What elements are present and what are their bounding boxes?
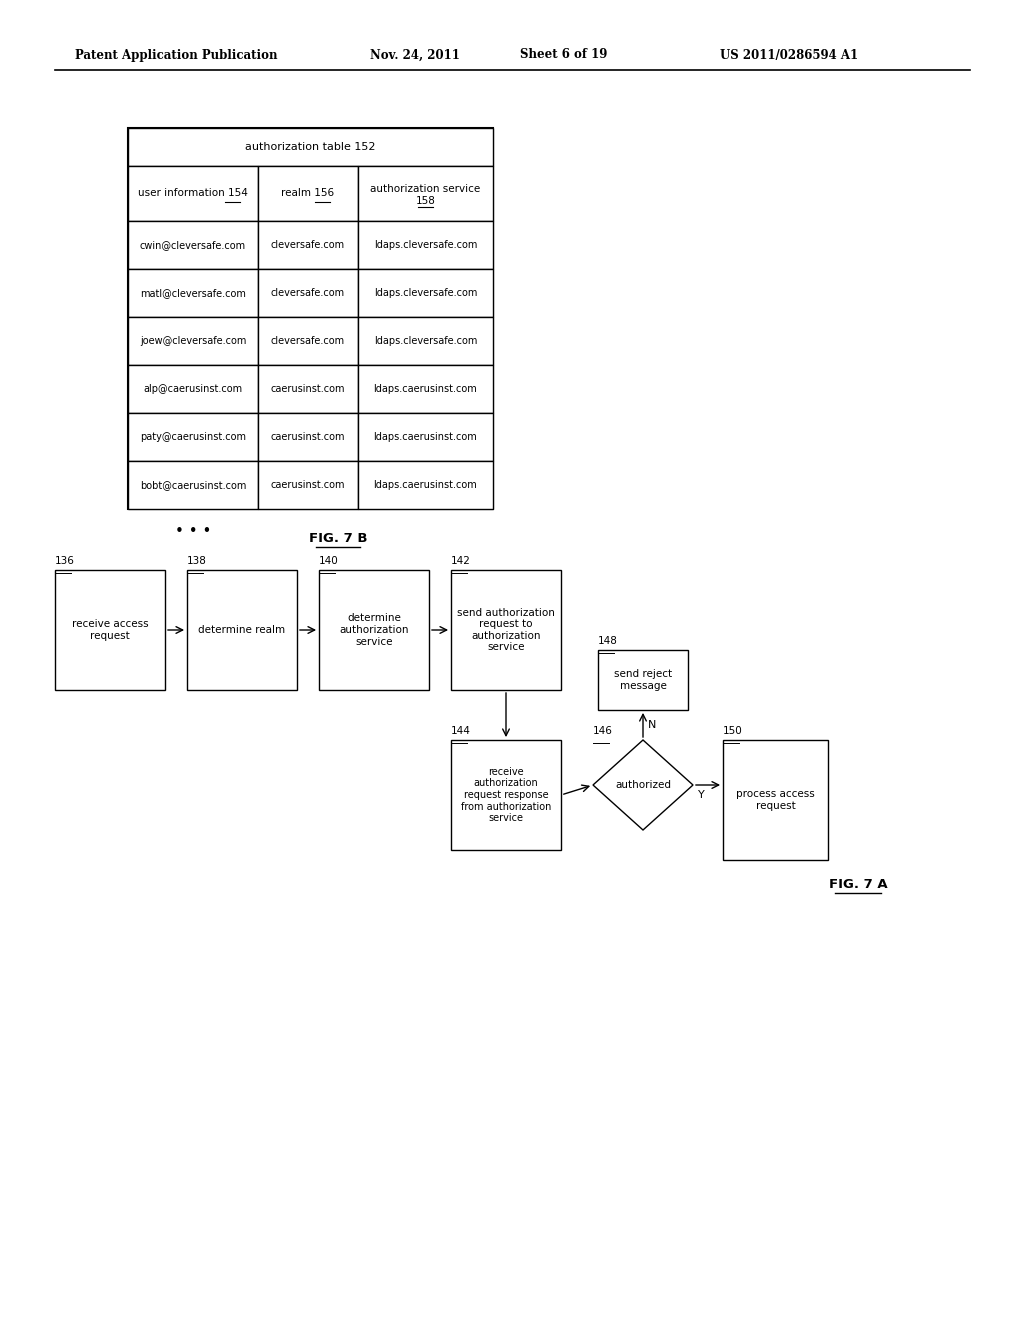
Text: ldaps.cleversafe.com: ldaps.cleversafe.com [374,240,477,249]
Bar [258,317,358,366]
Text: 146: 146 [593,726,613,737]
Bar [128,461,258,510]
Bar [258,461,358,510]
Text: alp@caerusinst.com: alp@caerusinst.com [143,384,243,393]
Bar [319,570,429,690]
Text: realm 156: realm 156 [282,189,335,198]
Text: FIG. 7 A: FIG. 7 A [828,879,888,891]
Text: cleversafe.com: cleversafe.com [271,337,345,346]
Text: determine
authorization
service: determine authorization service [339,614,409,647]
Bar [128,220,258,269]
Bar [451,570,561,690]
Bar [358,317,493,366]
Text: ldaps.caerusinst.com: ldaps.caerusinst.com [374,432,477,442]
Text: 144: 144 [451,726,471,737]
Text: 150: 150 [723,726,742,737]
Text: determine realm: determine realm [199,624,286,635]
Bar [258,366,358,413]
Text: ldaps.cleversafe.com: ldaps.cleversafe.com [374,288,477,298]
Text: 142: 142 [451,556,471,566]
Text: 136: 136 [55,556,75,566]
Bar [128,269,258,317]
Text: matl@cleversafe.com: matl@cleversafe.com [140,288,246,298]
Text: process access
request: process access request [736,789,815,810]
Bar [55,570,165,690]
Text: Sheet 6 of 19: Sheet 6 of 19 [520,49,607,62]
Text: receive access
request: receive access request [72,619,148,640]
Text: US 2011/0286594 A1: US 2011/0286594 A1 [720,49,858,62]
Text: joew@cleversafe.com: joew@cleversafe.com [140,337,246,346]
Bar [128,366,258,413]
Bar [258,166,358,220]
Text: send reject
message: send reject message [614,669,672,690]
Bar [128,413,258,461]
Text: Patent Application Publication: Patent Application Publication [75,49,278,62]
Text: ldaps.cleversafe.com: ldaps.cleversafe.com [374,337,477,346]
Text: Nov. 24, 2011: Nov. 24, 2011 [370,49,460,62]
Bar [187,570,297,690]
Bar [358,366,493,413]
Text: • • •: • • • [175,524,211,539]
Text: Y: Y [698,789,705,800]
Text: FIG. 7 B: FIG. 7 B [309,532,368,545]
Text: ldaps.caerusinst.com: ldaps.caerusinst.com [374,480,477,490]
Bar [598,649,688,710]
Text: bobt@caerusinst.com: bobt@caerusinst.com [140,480,246,490]
Bar [358,220,493,269]
Bar [358,166,493,220]
Text: caerusinst.com: caerusinst.com [270,432,345,442]
Text: 148: 148 [598,636,617,645]
Text: cleversafe.com: cleversafe.com [271,240,345,249]
Text: cleversafe.com: cleversafe.com [271,288,345,298]
Text: 158: 158 [416,197,435,206]
Text: ldaps.caerusinst.com: ldaps.caerusinst.com [374,384,477,393]
Bar [358,461,493,510]
Text: paty@caerusinst.com: paty@caerusinst.com [140,432,246,442]
Text: N: N [648,719,656,730]
Text: authorization table 152: authorization table 152 [246,143,376,152]
Polygon shape [593,741,693,830]
Bar [723,741,828,861]
Text: send authorization
request to
authorization
service: send authorization request to authorizat… [457,607,555,652]
Bar [128,128,493,166]
Text: caerusinst.com: caerusinst.com [270,384,345,393]
Text: 138: 138 [187,556,207,566]
Bar [358,413,493,461]
Bar [128,166,258,220]
Bar [258,413,358,461]
Bar [358,269,493,317]
Text: caerusinst.com: caerusinst.com [270,480,345,490]
Bar [258,220,358,269]
Bar [128,128,493,510]
Text: 140: 140 [319,556,339,566]
Text: authorization service: authorization service [371,183,480,194]
Bar [258,269,358,317]
Text: user information 154: user information 154 [138,189,248,198]
Text: authorized: authorized [615,780,671,789]
Text: cwin@cleversafe.com: cwin@cleversafe.com [140,240,246,249]
Text: receive
authorization
request response
from authorization
service: receive authorization request response f… [461,767,551,824]
Bar [451,741,561,850]
Bar [128,317,258,366]
